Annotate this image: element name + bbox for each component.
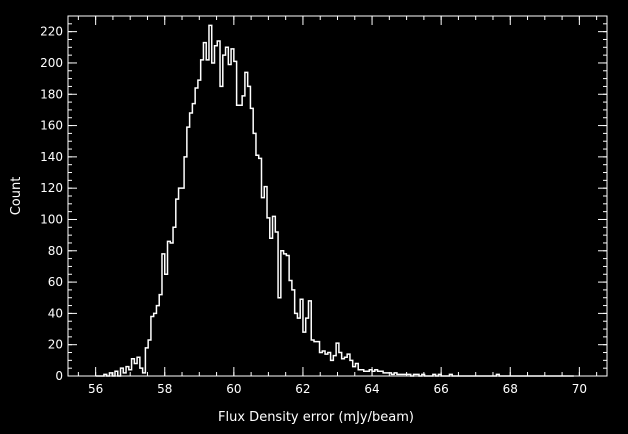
x-tick-label: 60 — [226, 382, 241, 396]
tick-labels: 56 58 60 62 64 66 68 70 0 20 40 60 80 100 120 140 160 180… — [40, 25, 587, 396]
x-tick-label: 64 — [364, 382, 379, 396]
tick-marks — [68, 15, 607, 377]
y-tick-label: 0 — [55, 369, 63, 383]
y-axis-label: Count — [9, 177, 24, 216]
x-tick-label: 62 — [295, 382, 310, 396]
x-tick-label: 68 — [503, 382, 518, 396]
plot-frame — [67, 15, 608, 377]
y-tick-label: 80 — [48, 244, 63, 258]
x-tick-label: 58 — [157, 382, 172, 396]
y-tick-label: 220 — [40, 25, 63, 39]
y-tick-label: 140 — [40, 150, 63, 164]
x-axis-label: Flux Density error (mJy/beam) — [218, 410, 414, 425]
y-tick-label: 100 — [40, 212, 63, 226]
y-tick-label: 20 — [48, 338, 63, 352]
y-tick-label: 200 — [40, 56, 63, 70]
x-tick-label: 66 — [434, 382, 449, 396]
y-tick-label: 60 — [48, 275, 63, 289]
y-tick-label: 180 — [40, 87, 63, 101]
x-tick-label: 56 — [88, 382, 103, 396]
y-tick-label: 160 — [40, 119, 63, 133]
histogram-series — [95, 24, 574, 377]
x-tick-label: 70 — [572, 382, 587, 396]
y-tick-label: 40 — [48, 306, 63, 320]
y-tick-label: 120 — [40, 181, 63, 195]
